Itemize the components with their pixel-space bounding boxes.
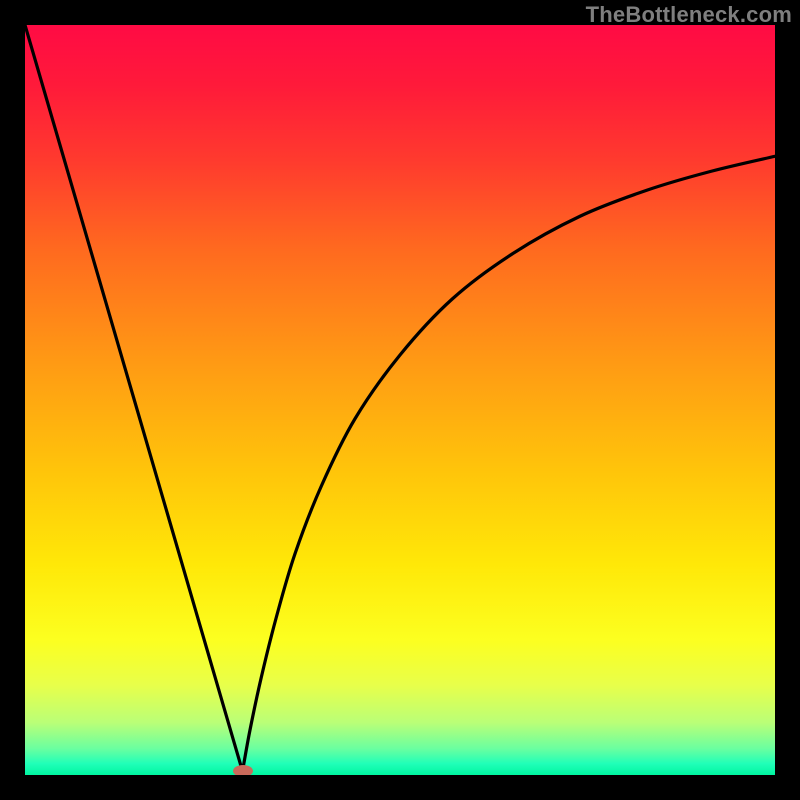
plot-area	[25, 25, 775, 775]
watermark-text: TheBottleneck.com	[586, 2, 792, 28]
chart-frame: TheBottleneck.com	[0, 0, 800, 800]
minimum-marker	[233, 765, 253, 775]
background-gradient	[25, 25, 775, 775]
chart-svg	[25, 25, 775, 775]
